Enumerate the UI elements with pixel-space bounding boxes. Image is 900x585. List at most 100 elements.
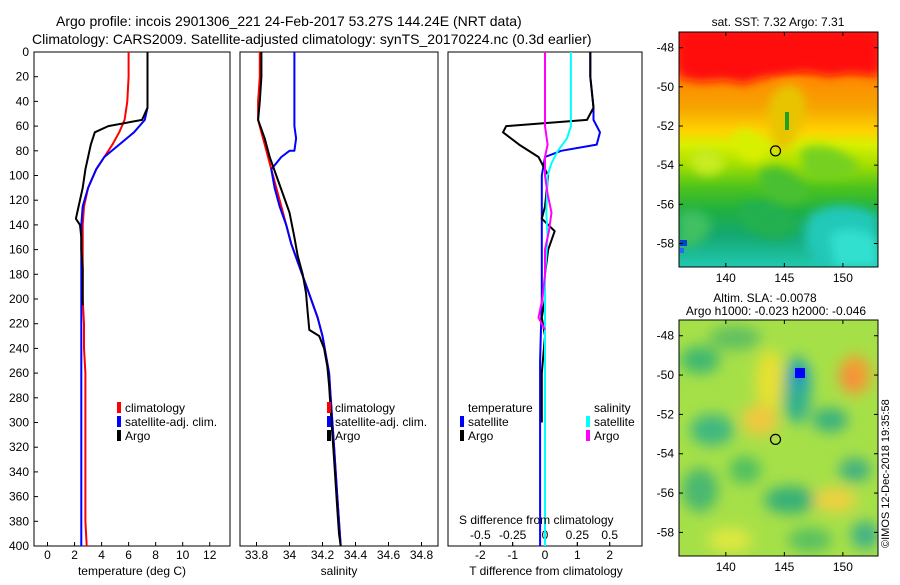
legend-climatology-swatch (327, 402, 331, 413)
map-lat-tick-label: -56 (657, 486, 675, 500)
x-tick-label: -0.25 (499, 528, 527, 542)
temperature-x-ticks: 0 2 4 6 8 10 12 (44, 542, 217, 562)
x-tick-label: -1 (507, 548, 518, 562)
sla-low-pixel (795, 368, 805, 378)
depth-tick-label: 340 (9, 465, 29, 479)
imos-credit: ©IMOS 12-Dec-2018 19:35:58 (880, 399, 892, 548)
x-tick-label: 33.8 (245, 548, 269, 562)
map-lon-tick-label: 145 (774, 271, 794, 285)
legend-t-satellite-label: satellite (468, 415, 509, 429)
salinity-legend: climatology satellite-adj. clim. Argo (327, 401, 427, 443)
map-lon-tick-label: 140 (716, 560, 736, 574)
legend-satellite-label: satellite-adj. clim. (125, 415, 217, 429)
x-tick-label: 34 (283, 548, 297, 562)
x-tick-label: 1 (574, 548, 581, 562)
sst-argo-location-marker (769, 145, 782, 157)
temperature-xlabel: temperature (deg C) (78, 564, 186, 578)
depth-tick-label: 100 (9, 169, 29, 183)
depth-tick-label: 300 (9, 416, 29, 430)
depth-tick-label: 240 (9, 341, 29, 355)
depth-tick-label: 280 (9, 391, 29, 405)
depth-tick-label: 260 (9, 366, 29, 380)
map-lat-tick-label: -50 (657, 80, 675, 94)
sst-map-image (679, 32, 878, 267)
legend-satellite-swatch (327, 416, 331, 427)
legend-climatology-swatch (117, 402, 121, 413)
map-lon-tick-label: 150 (833, 560, 853, 574)
series-line-argo (74, 52, 149, 306)
depth-tick-label: 200 (9, 292, 29, 306)
map-lon-tick-label: 145 (774, 560, 794, 574)
difference-legend: temperature salinity satellite Argo sate… (460, 401, 635, 443)
legend-climatology-label: climatology (335, 401, 395, 415)
legend-salinity-title: salinity (594, 401, 631, 415)
legend-satellite-swatch (117, 416, 121, 427)
x-tick-label: 12 (203, 548, 217, 562)
legend-temperature-title: temperature (468, 401, 533, 415)
depth-tick-label: 120 (9, 193, 29, 207)
sla-map-image (679, 320, 878, 556)
depth-tick-label: 140 (9, 218, 29, 232)
legend-s-argo-label: Argo (594, 429, 620, 443)
depth-tick-label: 40 (16, 94, 30, 108)
temperature-panel: 0204060801001201401601802002202402602803… (9, 45, 452, 578)
x-tick-label: 8 (152, 548, 159, 562)
depth-tick-label: 220 (9, 317, 29, 331)
sst-land-pixel (680, 248, 684, 253)
x-tick-label: -0.5 (470, 528, 491, 542)
difference-panel: -2 -1 0 1 2 -0.5 -0.25 0 0.25 0.5 T difference f… (447, 51, 643, 578)
depth-tick-label: 380 (9, 514, 29, 528)
x-tick-label: 0.25 (566, 528, 590, 542)
salinity-panel: 33.8 34 34.2 34.4 34.6 34.8 salinity climatol… (239, 51, 439, 578)
sla-map-ticks: -48 -50 -52 -54 -56 -58 140 145 150 (657, 320, 878, 574)
depth-tick-label: 180 (9, 267, 29, 281)
x-tick-label: 2 (606, 548, 613, 562)
sla-map-subtitle: Argo h1000: -0.023 h2000: -0.046 (686, 304, 866, 318)
depth-tick-label: 60 (16, 119, 30, 133)
difference-s-label: S difference from climatology (459, 513, 614, 527)
sst-map-title: sat. SST: 7.32 Argo: 7.31 (712, 15, 845, 29)
legend-t-argo-label: Argo (468, 429, 494, 443)
map-lon-tick-label: 150 (833, 271, 853, 285)
x-tick-label: 0 (44, 548, 51, 562)
sla-map-panel: Altim. SLA: -0.0078 Argo h1000: -0.023 h… (657, 291, 879, 574)
legend-climatology-label: climatology (125, 401, 185, 415)
x-tick-label: 0.5 (601, 528, 618, 542)
legend-t-argo-swatch (460, 430, 464, 441)
depth-tick-label: 0 (22, 45, 29, 59)
legend-satellite-label: satellite-adj. clim. (335, 415, 427, 429)
legend-argo-label: Argo (125, 429, 151, 443)
difference-lines (502, 52, 601, 546)
map-lat-tick-label: -52 (657, 119, 675, 133)
map-lat-tick-label: -50 (657, 368, 675, 382)
map-lat-tick-label: -58 (657, 525, 675, 539)
x-tick-label: 10 (176, 548, 190, 562)
depth-tick-label: 400 (9, 539, 29, 553)
difference-xlabel: T difference from climatology (469, 564, 623, 578)
map-lon-tick-label: 140 (716, 271, 736, 285)
map-lat-tick-label: -54 (657, 158, 675, 172)
salinity-axes-box (239, 51, 439, 547)
x-tick-label: -2 (475, 548, 486, 562)
salinity-xlabel: salinity (321, 564, 358, 578)
temperature-legend: climatology satellite-adj. clim. Argo (117, 401, 217, 443)
salinity-lines (257, 52, 342, 546)
x-tick-label: 34.6 (377, 548, 401, 562)
sst-land-pixel (680, 240, 687, 246)
series-line-s-argo (537, 52, 553, 331)
x-tick-label: 6 (125, 548, 132, 562)
depth-tick-label: 360 (9, 490, 29, 504)
map-lat-tick-label: -48 (657, 41, 675, 55)
map-lat-tick-label: -58 (657, 237, 675, 251)
sla-map-title: Altim. SLA: -0.0078 (713, 291, 817, 305)
legend-s-argo-swatch (586, 430, 590, 441)
temperature-axes-box (33, 51, 231, 547)
sst-eddy-pixel (785, 112, 789, 130)
series-line-argo (257, 52, 342, 546)
series-line-t-argo (502, 52, 595, 423)
sst-map-frame (678, 31, 879, 268)
legend-s-satellite-swatch (586, 416, 590, 427)
difference-s-ticks: -0.5 -0.25 0 0.25 0.5 (470, 528, 618, 546)
depth-tick-label: 160 (9, 243, 29, 257)
